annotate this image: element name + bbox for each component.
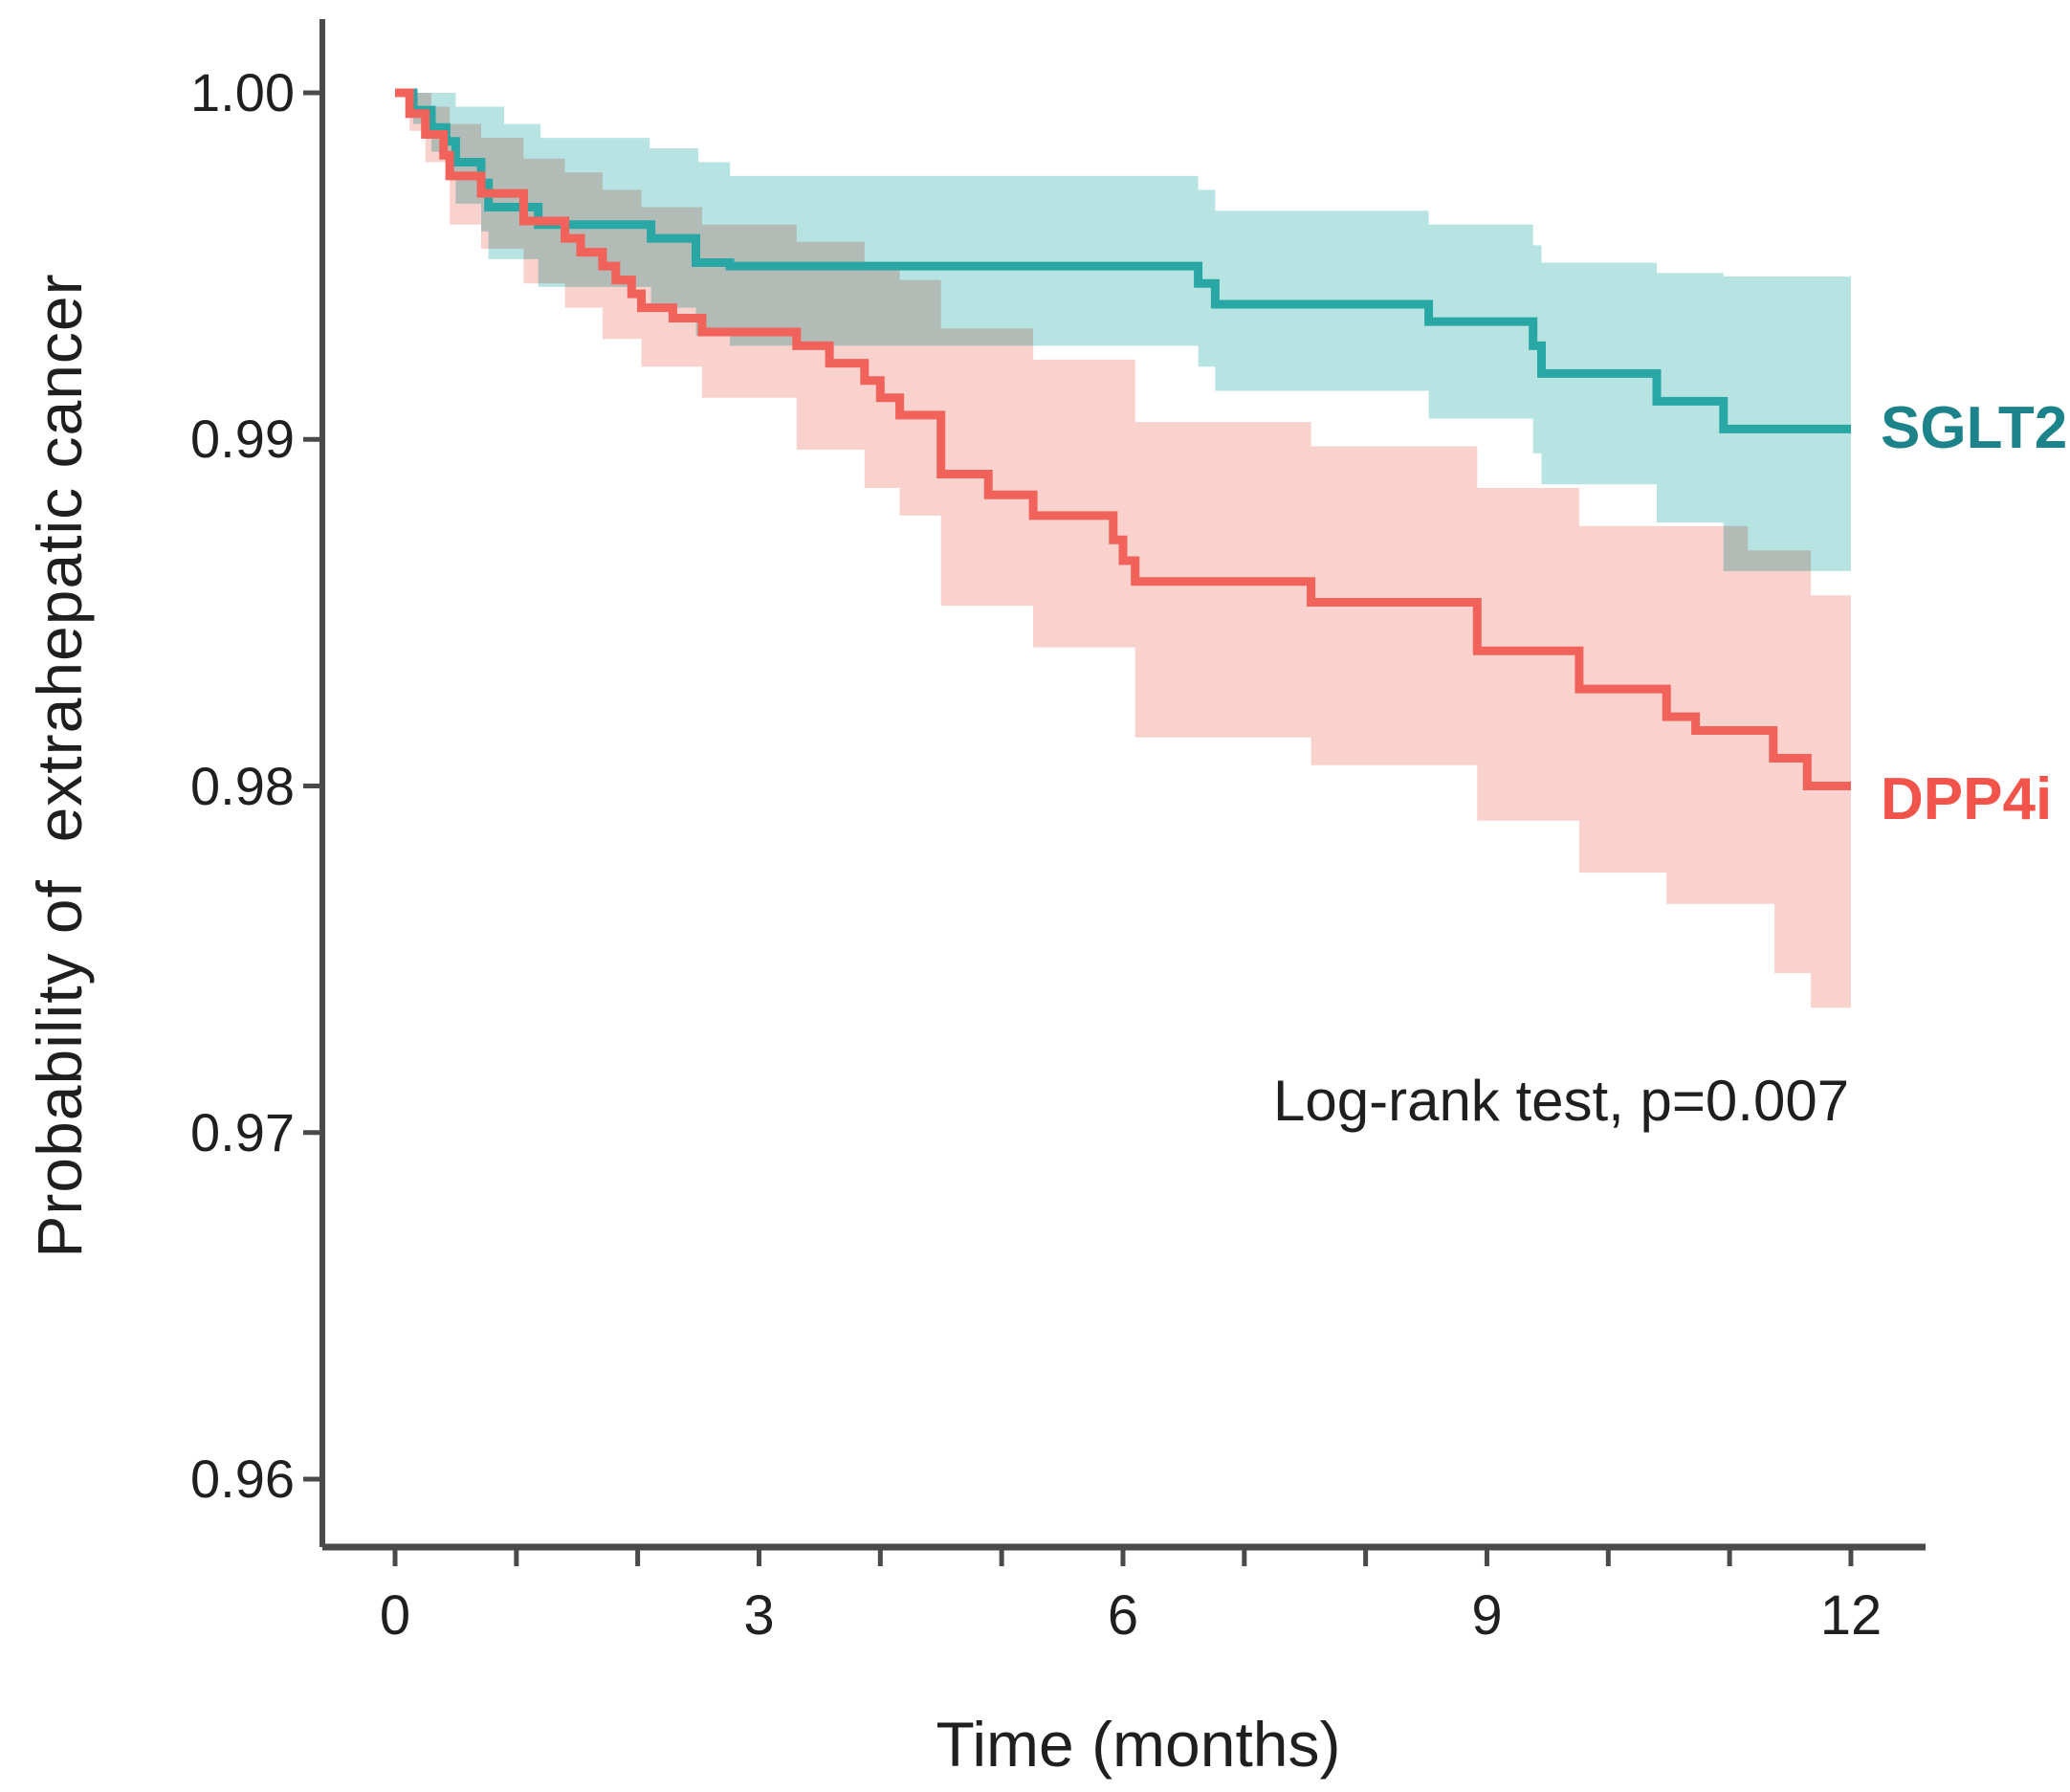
ci-band-sglt2i bbox=[395, 93, 1851, 571]
x-tick-label: 9 bbox=[1471, 1584, 1503, 1647]
series-label-dpp4i: DPP4i bbox=[1881, 766, 2053, 832]
series-label-sglt2i: SGLT2i bbox=[1881, 395, 2070, 461]
y-tick-label: 0.98 bbox=[190, 755, 295, 816]
x-axis-title: Time (months) bbox=[936, 1709, 1341, 1780]
km-curve-dpp4i bbox=[395, 88, 1851, 790]
x-tick-label: 3 bbox=[743, 1584, 775, 1647]
x-tick-label: 6 bbox=[1107, 1584, 1139, 1647]
y-tick-label: 0.97 bbox=[190, 1101, 295, 1162]
y-tick-label: 1.00 bbox=[190, 62, 295, 122]
y-tick-label: 0.96 bbox=[190, 1449, 295, 1509]
y-tick-label: 0.99 bbox=[190, 409, 295, 470]
x-tick-label: 0 bbox=[379, 1584, 411, 1647]
x-tick-label: 12 bbox=[1819, 1584, 1883, 1647]
log-rank-annotation: Log-rank test, p=0.007 bbox=[1273, 1069, 1850, 1133]
